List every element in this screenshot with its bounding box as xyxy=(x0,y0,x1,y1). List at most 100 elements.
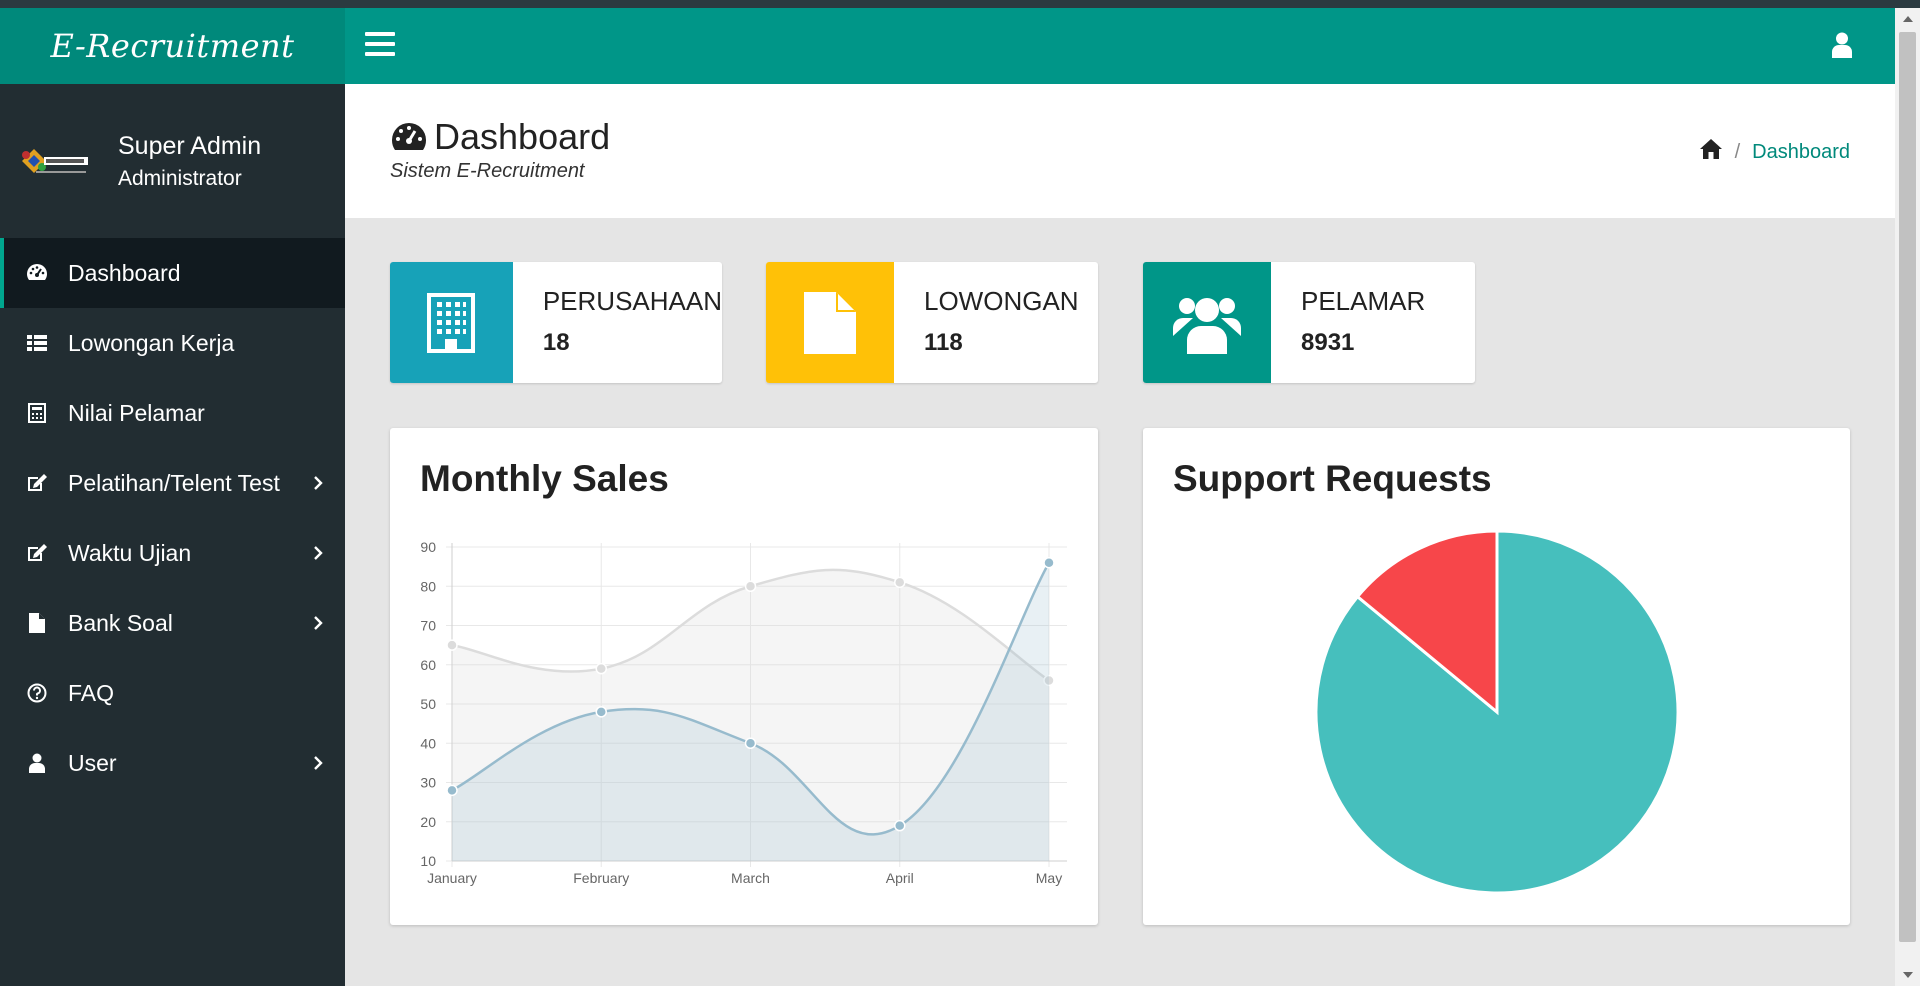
sidebar-toggle-button[interactable] xyxy=(365,32,395,58)
data-point xyxy=(595,662,607,675)
support-requests-card: Support Requests xyxy=(1143,428,1850,925)
data-point xyxy=(446,784,458,797)
brand-logo[interactable]: E-Recruitment xyxy=(0,8,345,84)
sidebar-item-label: User xyxy=(68,749,117,776)
x-tick-label: May xyxy=(1036,870,1062,886)
y-tick-label: 60 xyxy=(420,657,436,673)
card-title: Support Requests xyxy=(1173,458,1492,499)
chevron-right-icon xyxy=(311,473,325,493)
sidebar-item-dashboard[interactable]: Dashboard xyxy=(0,238,345,308)
scroll-down-icon[interactable] xyxy=(1895,964,1920,986)
y-tick-label: 40 xyxy=(420,735,436,751)
sidebar-item-pelatihan-telent-test[interactable]: Pelatihan/Telent Test xyxy=(0,448,345,518)
edit-icon xyxy=(26,542,48,564)
data-point xyxy=(1043,674,1055,687)
top-navbar xyxy=(345,8,1895,84)
data-point xyxy=(446,639,458,651)
sidebar-item-label: Waktu Ujian xyxy=(68,539,192,566)
breadcrumb-current[interactable]: Dashboard xyxy=(1752,140,1850,163)
sidebar-item-label: Nilai Pelamar xyxy=(68,399,205,426)
pie-slice xyxy=(1355,529,1499,716)
info-box-label: PELAMAR xyxy=(1301,286,1426,316)
sidebar-item-bank-soal[interactable]: Bank Soal xyxy=(0,588,345,658)
dashboard-icon xyxy=(26,262,48,284)
chevron-right-icon xyxy=(311,613,325,633)
x-tick-label: April xyxy=(886,870,914,886)
edit-icon xyxy=(26,472,48,494)
card-title: Monthly Sales xyxy=(420,458,669,499)
y-tick-label: 10 xyxy=(420,853,436,869)
hamburger-icon xyxy=(365,52,395,56)
series-area xyxy=(452,562,1049,861)
hamburger-icon xyxy=(365,32,395,36)
dashboard-icon xyxy=(391,123,427,150)
sidebar-item-label: Lowongan Kerja xyxy=(68,329,235,356)
page-title-text: Dashboard xyxy=(434,116,611,157)
data-point xyxy=(1043,556,1055,569)
info-box-value: 18 xyxy=(542,329,570,356)
sidebar-item-label: Bank Soal xyxy=(68,609,173,636)
window-top-strip xyxy=(0,0,1920,8)
user-role: Administrator xyxy=(118,166,242,190)
sidebar-item-label: Pelatihan/Telent Test xyxy=(68,469,280,496)
x-tick-label: February xyxy=(573,870,629,886)
y-tick-label: 90 xyxy=(420,539,436,555)
building-icon xyxy=(390,262,513,383)
sidebar: E-Recruitment Super Admin Administrator … xyxy=(0,8,345,986)
user-icon xyxy=(26,752,48,774)
home-icon[interactable] xyxy=(1699,138,1723,166)
page-title: Dashboard xyxy=(390,116,610,158)
data-point xyxy=(595,706,607,718)
user-name: Super Admin xyxy=(118,131,262,160)
breadcrumb-separator: / xyxy=(1734,140,1741,163)
x-tick-label: January xyxy=(427,870,477,886)
scrollbar[interactable] xyxy=(1895,8,1920,986)
breadcrumb: / Dashboard xyxy=(1699,138,1850,166)
y-tick-label: 80 xyxy=(420,578,436,594)
info-box-perusahaan[interactable]: PERUSAHAAN 18 xyxy=(390,262,722,383)
file-icon xyxy=(26,612,48,634)
support-requests-chart xyxy=(1314,529,1680,895)
info-box-value: 8931 xyxy=(1301,329,1355,356)
y-tick-label: 70 xyxy=(420,618,436,634)
scroll-up-icon[interactable] xyxy=(1895,8,1920,30)
sidebar-menu: Dashboard Lowongan Kerja Nilai Pelamar P… xyxy=(0,238,345,798)
info-box-label: LOWONGAN xyxy=(924,286,1079,316)
sidebar-item-lowongan-kerja[interactable]: Lowongan Kerja xyxy=(0,308,345,378)
user-menu-button[interactable] xyxy=(1831,32,1857,60)
calculator-icon xyxy=(26,402,48,424)
sidebar-item-user[interactable]: User xyxy=(0,728,345,798)
list-icon xyxy=(26,332,48,354)
info-box-label: PERUSAHAAN xyxy=(542,286,722,316)
company-logo xyxy=(14,141,90,181)
page-subtitle: Sistem E-Recruitment xyxy=(390,160,585,182)
y-tick-label: 50 xyxy=(420,696,436,712)
sidebar-item-faq[interactable]: FAQ xyxy=(0,658,345,728)
y-tick-label: 20 xyxy=(420,814,436,830)
sidebar-item-waktu-ujian[interactable]: Waktu Ujian xyxy=(0,518,345,588)
data-point xyxy=(894,576,906,589)
chevron-right-icon xyxy=(311,753,325,773)
x-tick-label: March xyxy=(731,870,770,886)
y-tick-label: 30 xyxy=(420,775,436,791)
info-box-value: 118 xyxy=(924,329,963,356)
hamburger-icon xyxy=(365,42,395,46)
data-point xyxy=(744,580,757,592)
sidebar-item-label: FAQ xyxy=(68,679,115,706)
sidebar-item-label: Dashboard xyxy=(68,259,181,286)
data-point xyxy=(744,737,757,749)
sidebar-item-nilai-pelamar[interactable]: Nilai Pelamar xyxy=(0,378,345,448)
users-icon xyxy=(1143,262,1271,383)
chevron-right-icon xyxy=(311,543,325,563)
info-box-pelamar[interactable]: PELAMAR 8931 xyxy=(1143,262,1475,383)
scroll-thumb[interactable] xyxy=(1899,32,1916,942)
user-panel: Super Admin Administrator xyxy=(0,84,345,238)
brand-title: E-Recruitment xyxy=(50,27,295,65)
series-area xyxy=(452,569,1049,861)
info-box-lowongan[interactable]: LOWONGAN 118 xyxy=(766,262,1098,383)
data-point xyxy=(894,819,906,832)
question-circle-icon xyxy=(26,682,48,704)
file-icon xyxy=(766,262,894,383)
content-header: Dashboard Sistem E-Recruitment / Dashboa… xyxy=(345,84,1895,218)
user-icon xyxy=(1832,32,1852,58)
